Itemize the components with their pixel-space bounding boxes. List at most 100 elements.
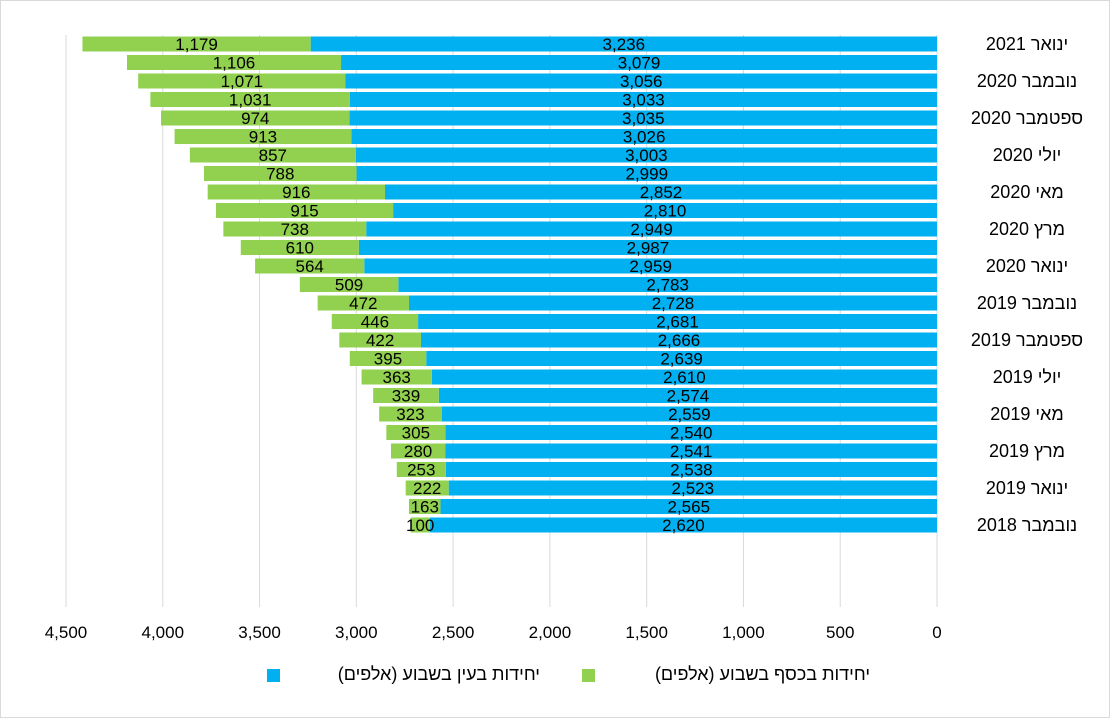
bar-segment-blue bbox=[358, 240, 937, 255]
bar-segment-blue bbox=[418, 314, 938, 329]
data-label-blue: 2,666 bbox=[658, 331, 701, 350]
data-label-green: 163 bbox=[411, 498, 439, 517]
bar-segment-green bbox=[405, 480, 449, 496]
data-label-green: 446 bbox=[361, 313, 389, 332]
data-label-green: 280 bbox=[404, 442, 432, 461]
bar-segment-green bbox=[349, 351, 427, 366]
bar-segment-blue bbox=[341, 55, 937, 70]
bar-segment-blue bbox=[431, 369, 937, 385]
bar-segment-green bbox=[161, 110, 350, 126]
bar-segment-green bbox=[361, 369, 432, 385]
data-label-blue: 2,783 bbox=[646, 276, 689, 295]
data-label-blue: 2,810 bbox=[644, 202, 687, 221]
legend-label-green: יחידות בכסף בשבוע (אלפים) bbox=[655, 664, 870, 684]
data-label-green: 916 bbox=[282, 183, 310, 202]
data-label-blue: 3,003 bbox=[625, 146, 668, 165]
bar-segment-green bbox=[223, 221, 367, 237]
bar-segment-green bbox=[373, 388, 439, 403]
data-label-green: 1,179 bbox=[175, 35, 218, 54]
data-label-green: 323 bbox=[396, 405, 424, 424]
data-label-green: 857 bbox=[259, 146, 287, 165]
bars bbox=[82, 36, 938, 533]
data-label-blue: 2,681 bbox=[656, 313, 699, 332]
data-label-blue: 2,538 bbox=[670, 461, 713, 480]
bar-segment-green bbox=[207, 184, 385, 200]
data-label-green: 913 bbox=[249, 128, 277, 147]
x-tick-label: 3,000 bbox=[335, 623, 378, 642]
bar-segment-green bbox=[150, 92, 350, 107]
category-label: מאי 2019 bbox=[990, 404, 1063, 424]
data-label-green: 788 bbox=[266, 165, 294, 184]
bar-segment-green bbox=[240, 240, 359, 255]
data-label-blue: 3,079 bbox=[618, 54, 661, 73]
data-label-blue: 3,236 bbox=[603, 35, 646, 54]
data-label-blue: 3,056 bbox=[620, 72, 663, 91]
x-tick-label: 500 bbox=[826, 623, 854, 642]
x-tick-label: 0 bbox=[932, 623, 941, 642]
x-axis-tick-labels: 4,500 4,000 3,500 3,000 2,500 2,000 1,500 1,000… bbox=[45, 623, 942, 642]
x-tick-label: 1,500 bbox=[625, 623, 668, 642]
data-labels: 3,236 1,179 3,079 1,106 3,056 1,071 3,033 1,031… bbox=[175, 35, 714, 535]
data-label-blue: 2,610 bbox=[663, 368, 706, 387]
category-label: נובמבר 2020 bbox=[977, 71, 1077, 91]
data-label-blue: 3,033 bbox=[622, 91, 665, 110]
data-label-blue: 2,852 bbox=[640, 183, 683, 202]
bar-segment-blue bbox=[398, 277, 937, 292]
data-label-blue: 2,559 bbox=[668, 405, 711, 424]
data-label-blue: 2,620 bbox=[662, 516, 705, 535]
data-label-green: 610 bbox=[286, 239, 314, 258]
bar-segment-blue bbox=[345, 73, 937, 89]
bar-segment-green bbox=[189, 147, 356, 163]
data-label-green: 253 bbox=[407, 461, 435, 480]
x-tick-label: 1,000 bbox=[722, 623, 765, 642]
bar-segment-blue bbox=[445, 462, 937, 477]
data-label-blue: 2,540 bbox=[670, 424, 713, 443]
bar-segment-blue bbox=[438, 388, 937, 403]
legend-swatch-blue bbox=[267, 669, 280, 682]
bar-segment-blue bbox=[429, 517, 937, 533]
bar-segment-blue bbox=[445, 443, 937, 459]
data-label-blue: 3,035 bbox=[622, 109, 665, 128]
data-label-green: 1,031 bbox=[229, 91, 272, 110]
data-label-green: 509 bbox=[335, 276, 363, 295]
bar-segment-green bbox=[299, 277, 399, 292]
bar-segment-blue bbox=[448, 480, 937, 496]
data-label-blue: 2,987 bbox=[627, 239, 670, 258]
data-label-green: 100 bbox=[406, 516, 434, 535]
bar-segment-blue bbox=[440, 499, 937, 514]
bar-segment-blue bbox=[351, 129, 937, 144]
data-label-blue: 2,541 bbox=[670, 442, 713, 461]
bar-segment-blue bbox=[441, 406, 937, 422]
data-label-green: 1,071 bbox=[221, 72, 264, 91]
bar-segment-blue bbox=[310, 36, 937, 52]
category-label: ספטמבר 2020 bbox=[971, 108, 1083, 128]
x-tick-label: 4,000 bbox=[142, 623, 185, 642]
data-label-blue: 2,959 bbox=[629, 257, 672, 276]
bar-segment-blue bbox=[356, 166, 938, 181]
bar-segment-green bbox=[396, 462, 446, 477]
data-label-blue: 2,574 bbox=[667, 387, 710, 406]
bar-segment-green bbox=[82, 36, 311, 52]
bar-segment-green bbox=[138, 73, 346, 89]
data-label-green: 339 bbox=[392, 387, 420, 406]
data-label-green: 915 bbox=[290, 202, 318, 221]
bar-segment-green bbox=[339, 332, 421, 348]
x-tick-label: 4,500 bbox=[45, 623, 88, 642]
bar-segment-blue bbox=[445, 425, 937, 440]
category-label: ינואר 2019 bbox=[986, 478, 1068, 498]
bar-segment-green bbox=[379, 406, 442, 422]
data-label-blue: 2,999 bbox=[625, 165, 668, 184]
data-label-blue: 2,949 bbox=[630, 220, 673, 239]
category-label: נובמבר 2018 bbox=[977, 515, 1077, 535]
data-label-green: 564 bbox=[295, 257, 323, 276]
category-label: יולי 2020 bbox=[993, 145, 1062, 165]
data-label-green: 305 bbox=[402, 424, 430, 443]
data-label-blue: 2,639 bbox=[660, 350, 703, 369]
bar-segment-green bbox=[386, 425, 446, 440]
bar-segment-blue bbox=[349, 92, 937, 107]
bar-segment-green bbox=[216, 203, 394, 218]
bar-segment-blue bbox=[349, 110, 937, 126]
x-tick-label: 2,500 bbox=[432, 623, 475, 642]
category-label: ינואר 2021 bbox=[986, 34, 1068, 54]
